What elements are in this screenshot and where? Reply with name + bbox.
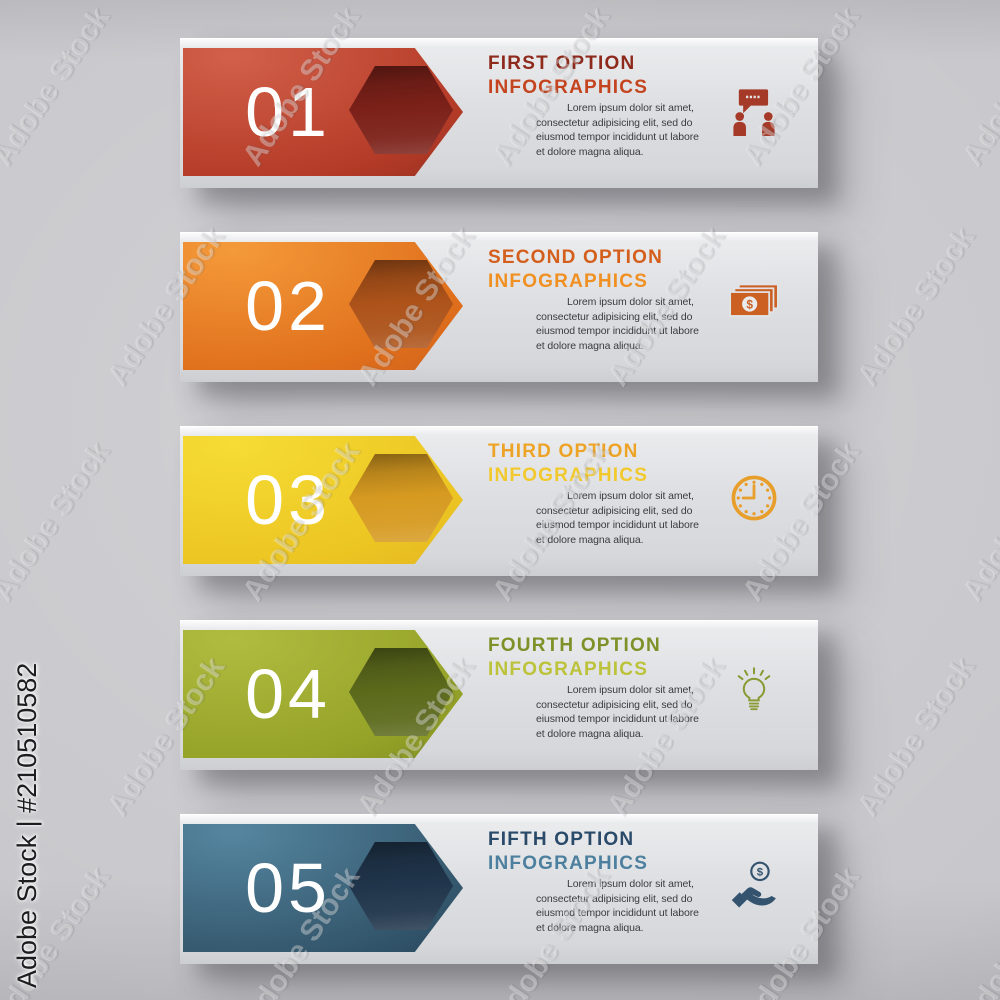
option-card-2: 02 SECOND OPTION INFOGRAPHICS Lorem ipsum… [180, 232, 818, 382]
option-card-3: 03 THIRD OPTION INFOGRAPHICS Lorem ipsum … [180, 426, 818, 576]
option-body-text: Lorem ipsum dolor sit amet, consectetur … [536, 684, 699, 740]
option-card-4: 04 FOURTH OPTION INFOGRAPHICS Lorem ipsum… [180, 620, 818, 770]
banner-arrow: 04 [183, 630, 463, 758]
option-body-text: Lorem ipsum dolor sit amet, consectetur … [536, 296, 699, 352]
watermark-tile: Adobe Stock [956, 436, 1000, 607]
option-title: FIFTH OPTION INFOGRAPHICS [488, 828, 648, 876]
title-line-2: INFOGRAPHICS [488, 853, 649, 874]
discussion-icon [728, 84, 780, 136]
option-title: FIRST OPTION INFOGRAPHICS [488, 52, 648, 100]
option-body-text: Lorem ipsum dolor sit amet, consectetur … [536, 102, 699, 158]
banner-arrow: 02 [183, 242, 463, 370]
hand-dollar-icon: $ [728, 860, 780, 912]
watermark-tile: Adobe Stock [0, 1, 117, 172]
option-title: SECOND OPTION INFOGRAPHICS [488, 246, 663, 294]
hexagon-cutout [349, 842, 453, 930]
title-line-2: INFOGRAPHICS [488, 465, 649, 486]
option-body-text: Lorem ipsum dolor sit amet, consectetur … [536, 490, 699, 546]
watermark-tile: Adobe Stock [851, 221, 982, 392]
hexagon-cutout [349, 454, 453, 542]
idea-bulb-icon [728, 666, 780, 718]
option-number: 01 [245, 73, 331, 151]
option-number: 02 [245, 267, 331, 345]
option-number: 04 [245, 655, 331, 733]
svg-text:$: $ [746, 297, 753, 311]
option-number: 03 [245, 461, 331, 539]
title-line-1: FIRST OPTION [488, 53, 636, 74]
title-line-2: INFOGRAPHICS [488, 659, 649, 680]
banner-arrow: 05 [183, 824, 463, 952]
title-line-1: FIFTH OPTION [488, 829, 635, 850]
title-line-2: INFOGRAPHICS [488, 271, 649, 292]
option-title: FOURTH OPTION INFOGRAPHICS [488, 634, 661, 682]
title-line-1: THIRD OPTION [488, 441, 639, 462]
option-number: 05 [245, 849, 331, 927]
watermark-tile: Adobe Stock [0, 436, 117, 607]
watermark-tile: Adobe Stock [956, 861, 1000, 1000]
title-line-2: INFOGRAPHICS [488, 77, 649, 98]
title-line-1: SECOND OPTION [488, 247, 664, 268]
adobe-stock-credit: Adobe Stock | #210510582 [12, 662, 42, 988]
svg-text:$: $ [757, 867, 764, 879]
title-line-1: FOURTH OPTION [488, 635, 661, 656]
watermark-tile: Adobe Stock [956, 1, 1000, 172]
option-title: THIRD OPTION INFOGRAPHICS [488, 440, 648, 488]
hexagon-cutout [349, 648, 453, 736]
option-body-text: Lorem ipsum dolor sit amet, consectetur … [536, 878, 699, 934]
hexagon-cutout [349, 260, 453, 348]
banner-arrow: 03 [183, 436, 463, 564]
option-card-5: 05 FIFTH OPTION INFOGRAPHICS Lorem ipsum … [180, 814, 818, 964]
option-card-1: 01 FIRST OPTION INFOGRAPHICS Lorem ipsum … [180, 38, 818, 188]
banner-arrow: 01 [183, 48, 463, 176]
hexagon-cutout [349, 66, 453, 154]
clock-icon [728, 472, 780, 524]
money-icon: $ [728, 278, 780, 330]
watermark-tile: Adobe Stock [851, 651, 982, 822]
